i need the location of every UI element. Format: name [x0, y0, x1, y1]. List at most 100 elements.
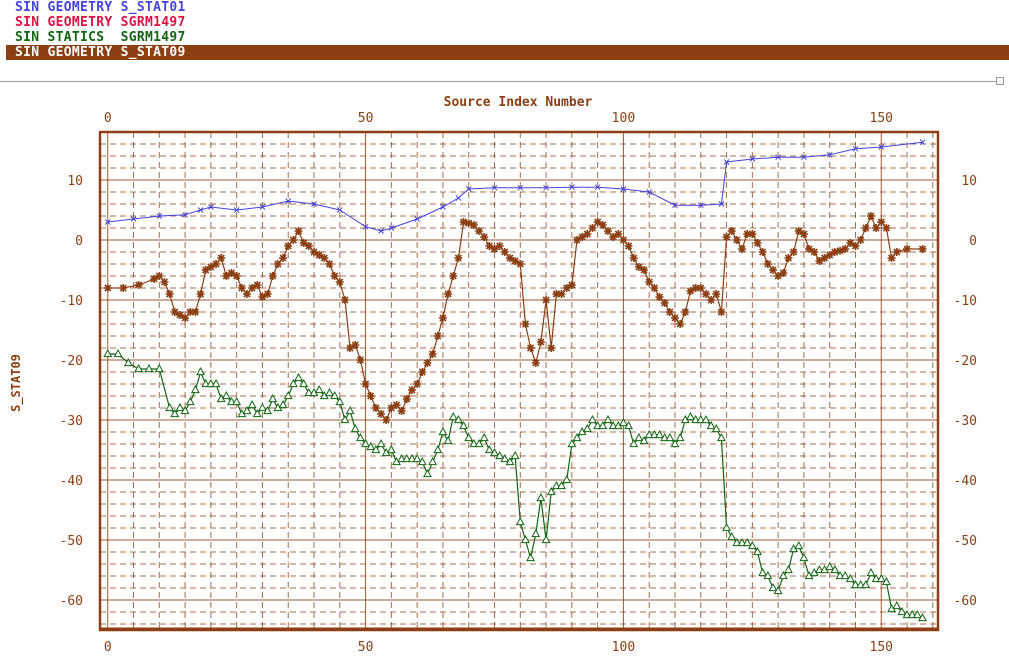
data-point — [727, 531, 737, 541]
data-point — [861, 579, 871, 589]
data-point — [197, 207, 204, 213]
data-point — [438, 426, 448, 436]
y-tick-label-right: -50 — [954, 534, 977, 549]
data-point — [887, 254, 896, 262]
data-point — [134, 281, 143, 289]
data-point — [794, 227, 803, 235]
data-point — [495, 242, 504, 250]
data-point — [851, 242, 860, 250]
data-point — [541, 534, 551, 544]
y-tick-label-left: -20 — [60, 354, 83, 369]
data-point — [242, 290, 251, 298]
data-point — [428, 456, 438, 466]
data-point — [582, 423, 592, 433]
data-point — [464, 432, 474, 442]
data-point — [418, 368, 427, 376]
legend-item[interactable]: SIN GEOMETRY S_STAT01 — [15, 0, 186, 15]
grid — [100, 131, 938, 630]
data-point — [856, 579, 866, 589]
data-point — [217, 254, 226, 262]
legend-item[interactable]: SIN GEOMETRY S_STAT09 — [6, 45, 1009, 60]
data-point — [299, 378, 309, 388]
data-point — [526, 552, 536, 562]
data-point — [820, 254, 829, 262]
data-point — [794, 540, 804, 550]
data-point — [852, 145, 859, 152]
data-point — [801, 154, 807, 161]
data-point — [892, 248, 901, 256]
data-point — [521, 534, 530, 544]
data-point — [723, 159, 730, 165]
data-point — [304, 387, 314, 397]
data-point — [268, 393, 278, 403]
data-point — [165, 402, 175, 412]
data-point — [258, 402, 267, 412]
data-point — [876, 573, 886, 583]
data-point — [598, 221, 607, 229]
data-point — [144, 363, 154, 373]
data-point — [569, 184, 575, 191]
data-point — [325, 260, 334, 268]
data-point — [505, 254, 514, 262]
x-tick-label-top: 100 — [612, 111, 635, 126]
data-point — [491, 184, 498, 191]
data-point — [594, 184, 601, 191]
data-point — [232, 272, 241, 280]
legend: SIN GEOMETRY S_STAT01 SIN GEOMETRY SGRM14… — [0, 0, 1009, 60]
data-point — [314, 384, 324, 394]
data-point — [603, 414, 613, 424]
legend-item[interactable]: SIN GEOMETRY SGRM1497 — [15, 15, 186, 30]
data-point — [469, 221, 478, 229]
data-point — [747, 540, 757, 550]
legend-item[interactable]: SIN STATICS SGRM1497 — [15, 30, 186, 45]
data-point — [650, 284, 659, 292]
data-point — [288, 378, 298, 388]
data-point — [758, 248, 767, 256]
data-point — [815, 257, 824, 265]
data-point — [531, 528, 541, 538]
data-point — [536, 492, 546, 502]
data-point — [593, 218, 602, 226]
data-point — [639, 435, 649, 445]
data-point — [619, 236, 628, 244]
data-point — [629, 254, 638, 262]
data-point — [268, 272, 277, 280]
data-point — [696, 414, 706, 424]
y-tick-label-left: 0 — [75, 234, 83, 249]
data-point — [258, 293, 267, 301]
data-point — [644, 429, 654, 439]
data-point — [552, 290, 561, 298]
data-point — [340, 296, 349, 304]
data-point — [237, 284, 246, 292]
data-point — [531, 359, 540, 367]
data-point — [775, 154, 781, 161]
data-point — [716, 432, 726, 442]
data-point — [737, 537, 747, 547]
data-point — [660, 432, 670, 442]
data-point — [583, 230, 592, 238]
data-point — [378, 228, 384, 234]
data-point — [557, 290, 566, 298]
data-point — [263, 290, 272, 298]
data-point — [598, 420, 608, 430]
data-point — [505, 456, 515, 466]
x-tick-label-top: 150 — [870, 111, 893, 126]
resize-handle-icon[interactable] — [996, 77, 1004, 85]
data-point — [717, 308, 726, 316]
data-point — [907, 609, 917, 619]
data-point — [448, 411, 458, 421]
data-point — [423, 468, 432, 478]
data-point — [407, 453, 417, 463]
data-point — [278, 399, 288, 409]
data-point — [397, 453, 407, 463]
data-point — [130, 216, 137, 222]
data-point — [366, 441, 376, 451]
data-point — [310, 248, 319, 256]
data-point — [443, 435, 453, 445]
data-point — [588, 224, 597, 232]
data-point — [778, 570, 788, 580]
data-point — [516, 260, 525, 268]
data-point — [201, 266, 210, 274]
data-point — [799, 552, 809, 562]
data-point — [325, 387, 334, 397]
